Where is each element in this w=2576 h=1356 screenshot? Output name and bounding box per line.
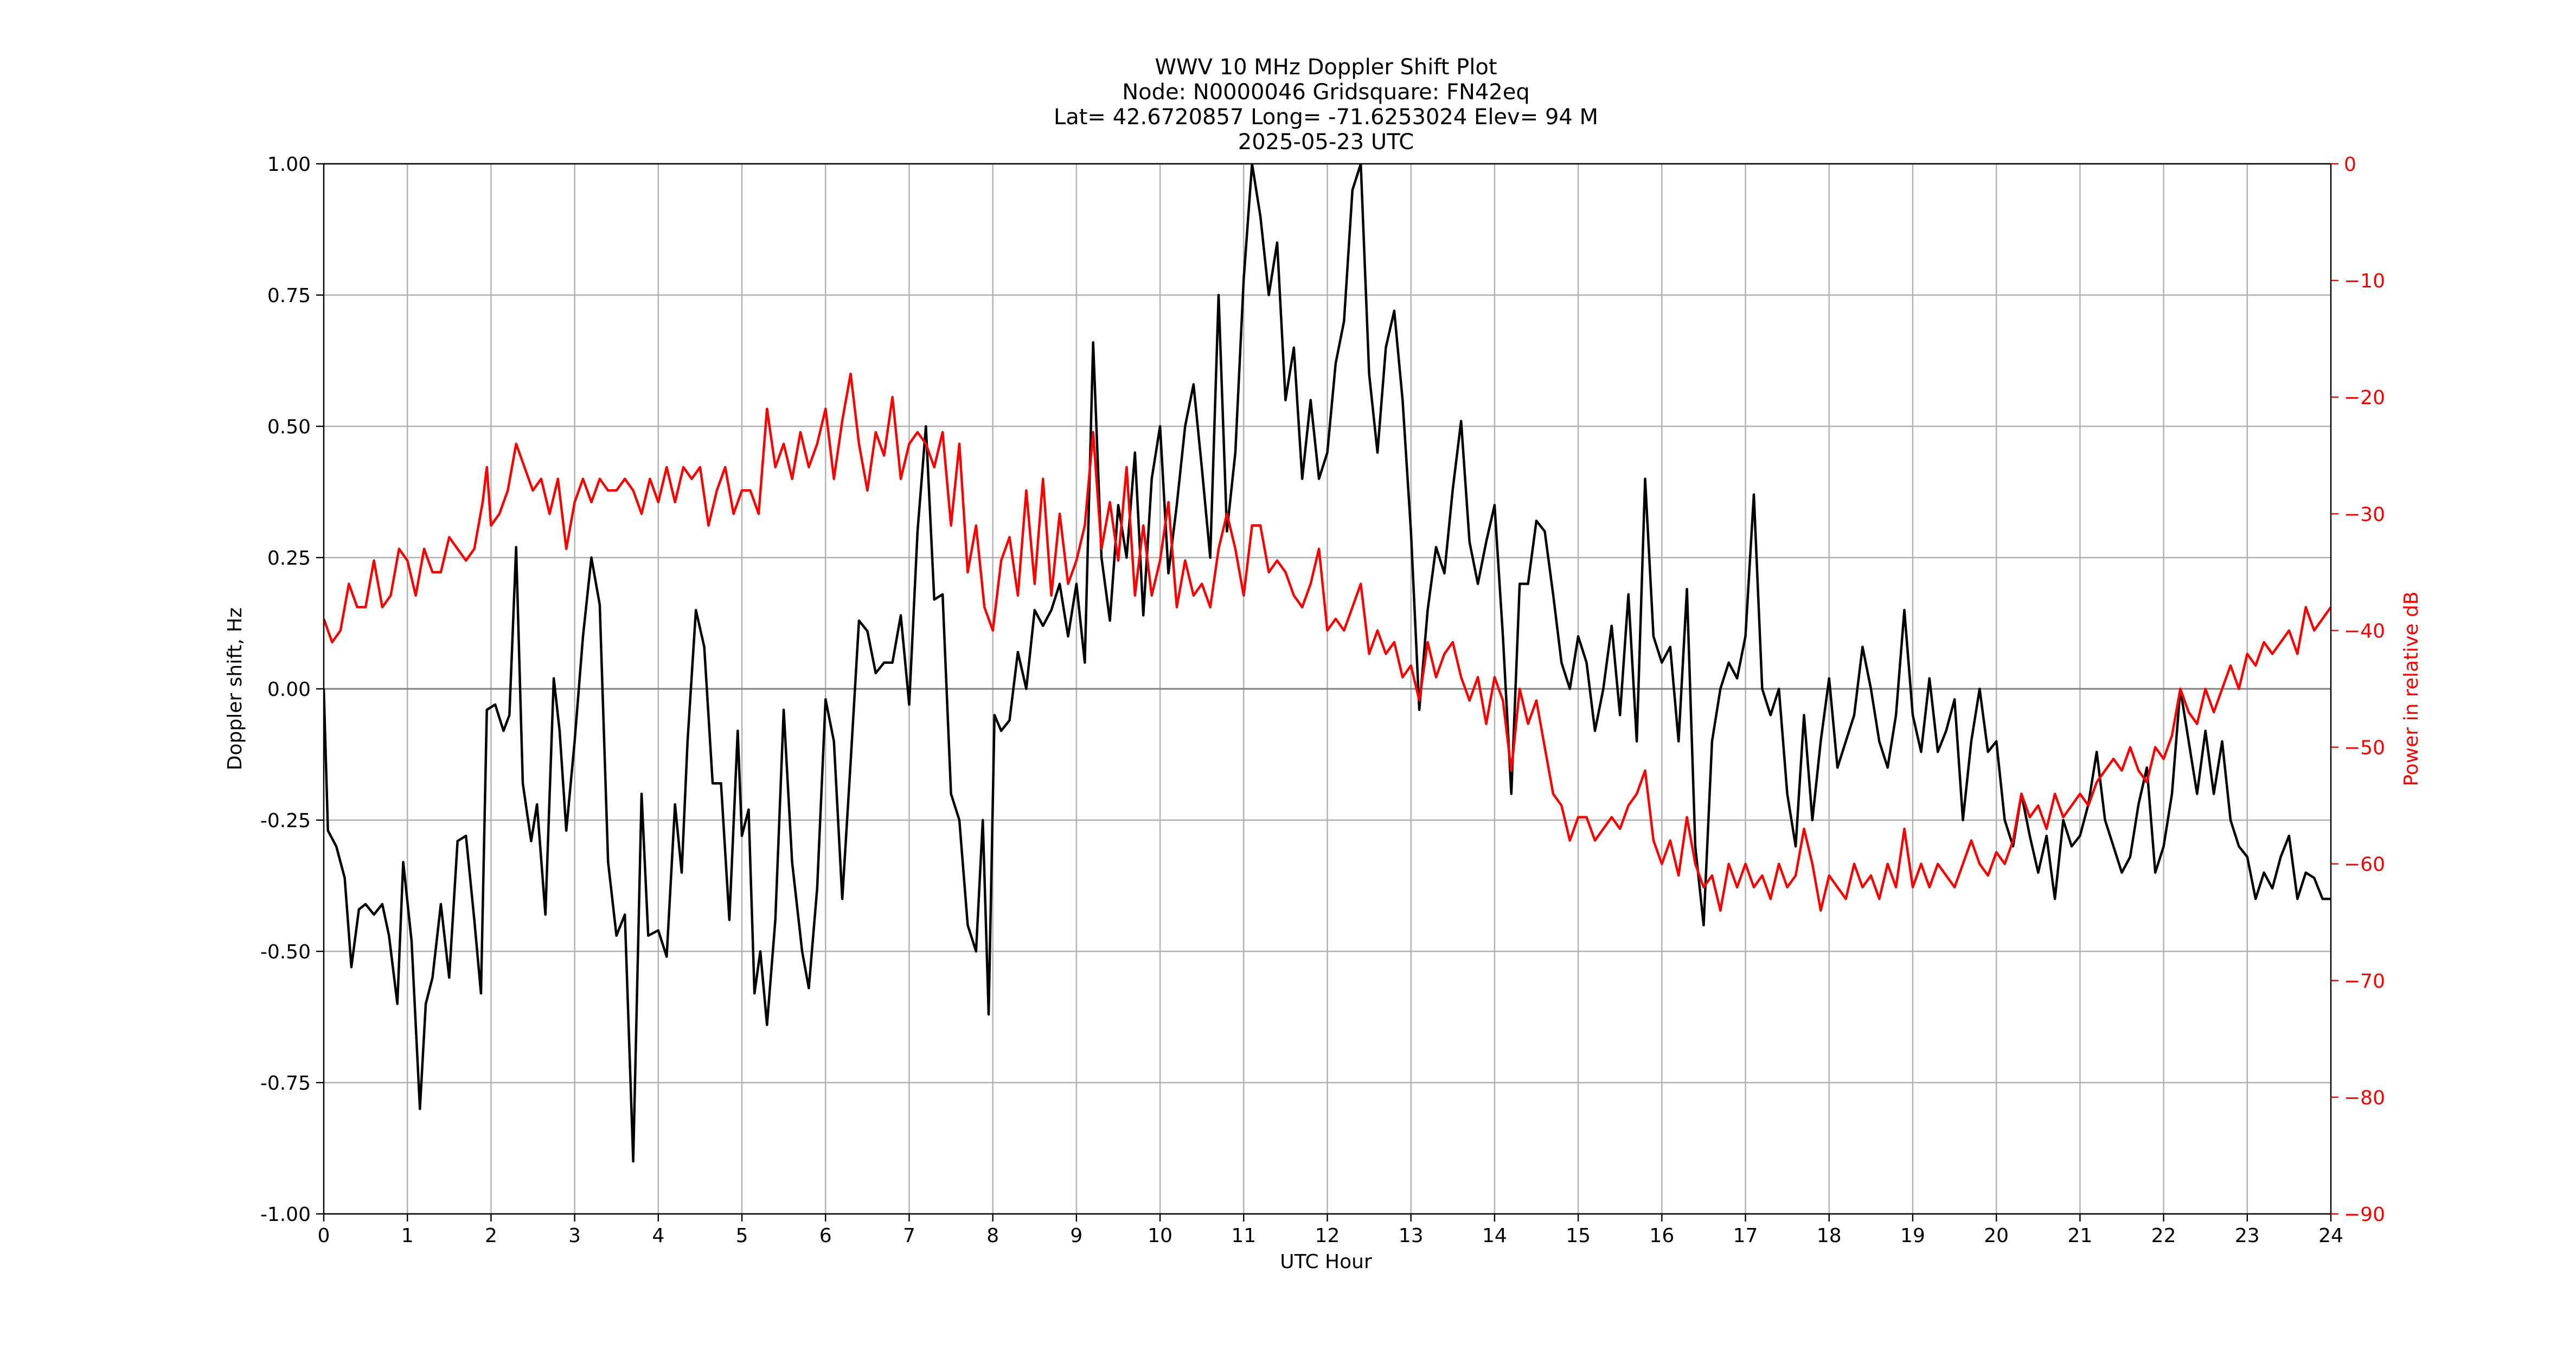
- y-right-tick-label: −50: [2344, 737, 2385, 759]
- power-series-line: [324, 372, 2331, 912]
- y-right-tick-label: −20: [2344, 387, 2385, 409]
- x-tick-label: 1: [401, 1225, 414, 1247]
- x-tick-label: 12: [1315, 1225, 1340, 1247]
- x-axis-label: UTC Hour: [1280, 1251, 1372, 1273]
- plot-area: [324, 164, 2331, 1163]
- y-axis-left-label: Doppler shift, Hz: [224, 607, 246, 770]
- x-tick-label: 11: [1231, 1225, 1256, 1247]
- x-tick-label: 21: [2067, 1225, 2092, 1247]
- x-tick-label: 2: [485, 1225, 497, 1247]
- y-right-tick-label: −30: [2344, 503, 2385, 526]
- x-tick-label: 16: [1649, 1225, 1674, 1247]
- x-tick-label: 7: [903, 1225, 915, 1247]
- y-right-tick-label: −80: [2344, 1087, 2385, 1109]
- x-tick-label: 13: [1399, 1225, 1424, 1247]
- y-left-tick-label: 0.50: [267, 416, 311, 438]
- x-tick-label: 4: [652, 1225, 664, 1247]
- title-line-3: Lat= 42.6720857 Long= -71.6253024 Elev= …: [1054, 105, 1598, 130]
- x-tick-label: 9: [1070, 1225, 1082, 1247]
- axes: 0 1 2 3 4 5 6 7 8 9 10 11 12 13 14 15 16 17 18 19 20 21 22 23 24…: [260, 153, 2385, 1247]
- y-right-tick-label: −90: [2344, 1204, 2385, 1226]
- x-tick-label: 0: [318, 1225, 330, 1247]
- x-tick-label: 3: [568, 1225, 581, 1247]
- x-tick-label: 24: [2318, 1225, 2343, 1247]
- title-line-2: Node: N0000046 Gridsquare: FN42eq: [1122, 80, 1530, 105]
- x-tick-label: 19: [1900, 1225, 1925, 1247]
- x-tick-label: 22: [2151, 1225, 2176, 1247]
- y-left-tick-label: -0.25: [260, 810, 311, 832]
- y-left-tick-label: 0.25: [267, 547, 311, 570]
- y-left-tick-label: 0.00: [267, 679, 311, 701]
- y-left-tick-label: -1.00: [260, 1204, 311, 1226]
- y-axis-right-label: Power in relative dB: [2400, 591, 2423, 786]
- x-tick-label: 8: [986, 1225, 999, 1247]
- x-tick-label: 6: [819, 1225, 832, 1247]
- title-line-1: WWV 10 MHz Doppler Shift Plot: [1155, 55, 1497, 80]
- doppler-series-line: [324, 164, 2331, 1163]
- x-tick-label: 18: [1817, 1225, 1842, 1247]
- y-left-tick-label: 0.75: [267, 285, 311, 307]
- title-line-4: 2025-05-23 UTC: [1238, 130, 1414, 155]
- y-left-tick-label: -0.50: [260, 941, 311, 963]
- x-tick-label: 5: [736, 1225, 748, 1247]
- chart-title: WWV 10 MHz Doppler Shift Plot Node: N000…: [1054, 55, 1598, 155]
- y-right-tick-label: 0: [2344, 153, 2356, 176]
- x-tick-label: 20: [1984, 1225, 2009, 1247]
- y-right-tick-label: −60: [2344, 854, 2385, 876]
- y-left-tick-label: -0.75: [260, 1072, 311, 1095]
- x-tick-label: 17: [1733, 1225, 1758, 1247]
- y-right-tick-label: −40: [2344, 620, 2385, 642]
- y-right-tick-label: −70: [2344, 970, 2385, 993]
- y-right-tick-label: −10: [2344, 270, 2385, 292]
- x-tick-label: 14: [1482, 1225, 1507, 1247]
- x-tick-label: 10: [1148, 1225, 1172, 1247]
- x-tick-label: 15: [1566, 1225, 1591, 1247]
- y-left-tick-label: 1.00: [267, 153, 311, 176]
- x-tick-label: 23: [2235, 1225, 2260, 1247]
